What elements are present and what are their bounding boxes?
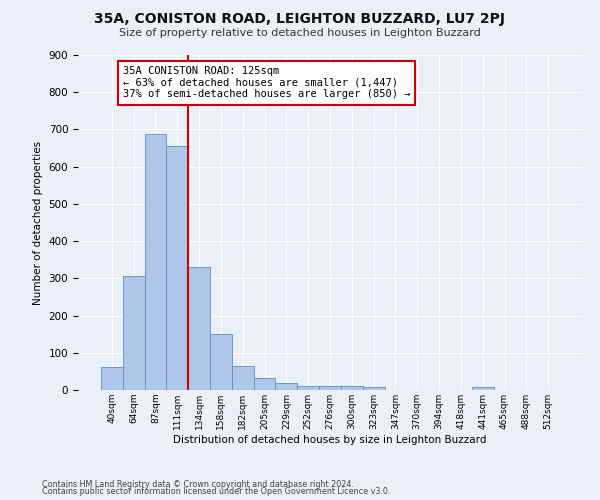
- Bar: [101, 367, 123, 390]
- Text: Contains public sector information licensed under the Open Government Licence v3: Contains public sector information licen…: [42, 488, 391, 496]
- Bar: [232, 366, 254, 390]
- Bar: [275, 382, 297, 390]
- Bar: [123, 276, 145, 390]
- Bar: [254, 378, 275, 390]
- Bar: [341, 386, 363, 390]
- Bar: [297, 386, 319, 390]
- Bar: [319, 386, 341, 390]
- X-axis label: Distribution of detached houses by size in Leighton Buzzard: Distribution of detached houses by size …: [173, 434, 487, 444]
- Bar: [166, 146, 188, 390]
- Bar: [188, 267, 210, 390]
- Bar: [145, 134, 166, 390]
- Text: Size of property relative to detached houses in Leighton Buzzard: Size of property relative to detached ho…: [119, 28, 481, 38]
- Text: 35A, CONISTON ROAD, LEIGHTON BUZZARD, LU7 2PJ: 35A, CONISTON ROAD, LEIGHTON BUZZARD, LU…: [95, 12, 505, 26]
- Y-axis label: Number of detached properties: Number of detached properties: [33, 140, 43, 304]
- Bar: [472, 387, 494, 390]
- Bar: [363, 386, 385, 390]
- Text: 35A CONISTON ROAD: 125sqm
← 63% of detached houses are smaller (1,447)
37% of se: 35A CONISTON ROAD: 125sqm ← 63% of detac…: [123, 66, 410, 100]
- Text: Contains HM Land Registry data © Crown copyright and database right 2024.: Contains HM Land Registry data © Crown c…: [42, 480, 354, 489]
- Bar: [210, 334, 232, 390]
